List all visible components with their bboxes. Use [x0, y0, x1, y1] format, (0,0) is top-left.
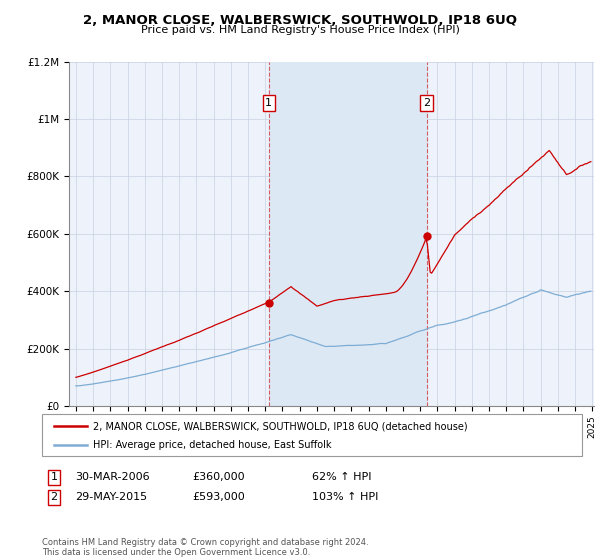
- Text: Contains HM Land Registry data © Crown copyright and database right 2024.
This d: Contains HM Land Registry data © Crown c…: [42, 538, 368, 557]
- Text: 30-MAR-2006: 30-MAR-2006: [75, 472, 149, 482]
- Text: 103% ↑ HPI: 103% ↑ HPI: [312, 492, 379, 502]
- Text: 62% ↑ HPI: 62% ↑ HPI: [312, 472, 371, 482]
- Text: 2, MANOR CLOSE, WALBERSWICK, SOUTHWOLD, IP18 6UQ: 2, MANOR CLOSE, WALBERSWICK, SOUTHWOLD, …: [83, 14, 517, 27]
- Text: 1: 1: [265, 98, 272, 108]
- Text: 29-MAY-2015: 29-MAY-2015: [75, 492, 147, 502]
- Text: 1: 1: [50, 472, 58, 482]
- Text: HPI: Average price, detached house, East Suffolk: HPI: Average price, detached house, East…: [93, 440, 331, 450]
- Text: 2: 2: [423, 98, 430, 108]
- Text: 2, MANOR CLOSE, WALBERSWICK, SOUTHWOLD, IP18 6UQ (detached house): 2, MANOR CLOSE, WALBERSWICK, SOUTHWOLD, …: [93, 421, 467, 431]
- Text: 2: 2: [50, 492, 58, 502]
- Bar: [269, 62, 427, 406]
- Text: £593,000: £593,000: [192, 492, 245, 502]
- Text: Price paid vs. HM Land Registry's House Price Index (HPI): Price paid vs. HM Land Registry's House …: [140, 25, 460, 35]
- Text: £360,000: £360,000: [192, 472, 245, 482]
